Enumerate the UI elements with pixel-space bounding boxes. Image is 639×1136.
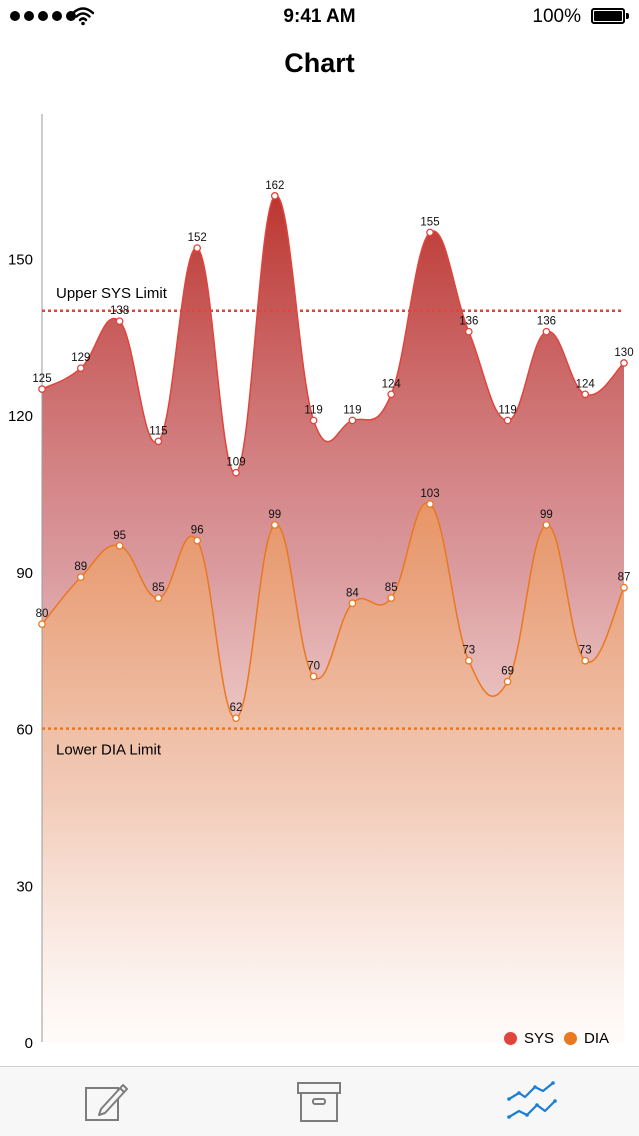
lower-dia-limit-label: Lower DIA Limit <box>56 742 162 759</box>
dia-point <box>193 536 202 545</box>
tab-compose[interactable] <box>76 1075 136 1129</box>
legend-item-dia: DIA <box>563 1030 609 1047</box>
dia-value-label: 69 <box>501 666 514 678</box>
dia-point <box>309 672 318 681</box>
legend-item-sys: SYS <box>503 1030 554 1047</box>
sys-value-label: 109 <box>226 457 245 469</box>
dia-point <box>503 677 512 686</box>
archive-icon <box>297 1082 341 1122</box>
wifi-icon <box>72 7 94 26</box>
battery-icon <box>591 8 629 24</box>
dia-point <box>542 521 551 529</box>
dia-line <box>41 502 625 719</box>
sys-point <box>270 192 279 200</box>
dia-value-label: 62 <box>230 702 243 714</box>
sys-value-label: 136 <box>537 316 556 328</box>
legend-swatch-dia <box>563 1032 577 1045</box>
dia-value-label: 85 <box>385 582 398 594</box>
compose-icon <box>85 1084 128 1121</box>
chart-icon <box>507 1081 557 1119</box>
dia-value-label: 73 <box>579 645 592 657</box>
dia-point <box>620 583 628 592</box>
sys-value-label: 130 <box>614 347 633 359</box>
dia-value-label: 99 <box>268 509 281 521</box>
sys-point <box>387 390 396 399</box>
tab-archive[interactable] <box>289 1075 349 1129</box>
dia-value-label: 103 <box>420 488 439 500</box>
sys-value-label: 136 <box>459 316 478 328</box>
upper-sys-limit-label: Upper SYS Limit <box>56 285 168 302</box>
page-title: Chart <box>284 48 355 78</box>
sys-point <box>426 228 434 237</box>
dia-point <box>76 573 85 582</box>
dia-value-label: 89 <box>74 561 87 573</box>
sys-point <box>620 359 628 367</box>
status-time: 9:41 AM <box>283 6 356 27</box>
sys-point <box>309 416 318 425</box>
battery-percentage: 100% <box>532 6 581 27</box>
sys-point <box>193 244 202 252</box>
sys-value-label: 124 <box>382 378 402 390</box>
sys-point <box>542 327 551 336</box>
sys-value-label: 152 <box>188 232 207 244</box>
blood-pressure-chart: 0 30 60 90 120 150 Upper SYS Limit Lower DIA Li… <box>0 100 639 1065</box>
dia-point <box>232 714 240 723</box>
dia-value-label: 99 <box>540 509 553 521</box>
dia-point <box>115 541 124 550</box>
sys-point <box>464 327 473 336</box>
dia-point <box>464 656 473 665</box>
sys-point <box>115 317 124 326</box>
dia-point <box>154 594 163 602</box>
legend-label-dia: DIA <box>583 1030 609 1047</box>
sys-point <box>581 390 590 399</box>
sys-value-label: 129 <box>71 352 90 364</box>
sys-value-label: 125 <box>32 373 51 385</box>
tab-bar <box>0 1066 639 1136</box>
dia-value-label: 84 <box>346 587 359 599</box>
dia-value-label: 85 <box>152 582 165 594</box>
dia-value-label: 70 <box>307 660 320 672</box>
status-bar: 9:41 AM 100% <box>0 0 639 40</box>
dia-point <box>38 620 46 629</box>
sys-value-label: 155 <box>420 216 439 228</box>
dia-point <box>270 521 279 529</box>
sys-point <box>76 364 85 373</box>
dia-value-label: 87 <box>618 572 631 584</box>
sys-point <box>232 468 240 477</box>
y-tick-label: 150 <box>8 252 33 269</box>
y-tick-label: 60 <box>16 722 33 739</box>
sys-point <box>503 416 512 425</box>
y-tick-label: 120 <box>8 408 33 425</box>
dia-value-label: 95 <box>113 530 126 542</box>
dia-point <box>387 594 396 602</box>
sys-value-label: 138 <box>110 305 129 317</box>
chart-canvas: 0 30 60 90 120 150 Upper SYS Limit Lower DIA Li… <box>8 114 634 1052</box>
sys-value-label: 115 <box>149 425 167 437</box>
dia-value-label: 73 <box>462 645 475 657</box>
sys-point <box>154 437 163 446</box>
legend-swatch-sys <box>503 1032 517 1045</box>
y-tick-label: 90 <box>16 565 33 582</box>
dia-value-label: 96 <box>191 525 204 537</box>
signal-strength-icon <box>10 11 76 21</box>
dia-area <box>42 502 624 1042</box>
sys-value-label: 119 <box>498 404 516 416</box>
dia-value-label: 80 <box>36 608 49 620</box>
sys-value-label: 119 <box>343 404 361 416</box>
chart-legend: SYS DIA <box>503 1030 609 1047</box>
dia-point <box>581 656 590 665</box>
sys-value-label: 119 <box>304 404 322 416</box>
sys-point <box>38 385 46 393</box>
y-tick-label: 0 <box>25 1035 33 1052</box>
dia-point <box>426 500 434 508</box>
legend-label-sys: SYS <box>523 1030 554 1047</box>
sys-value-label: 124 <box>576 378 596 390</box>
dia-point <box>348 599 357 608</box>
sys-point <box>348 416 357 425</box>
y-tick-label: 30 <box>16 878 33 895</box>
sys-value-label: 162 <box>265 180 284 192</box>
tab-chart[interactable] <box>502 1075 562 1129</box>
